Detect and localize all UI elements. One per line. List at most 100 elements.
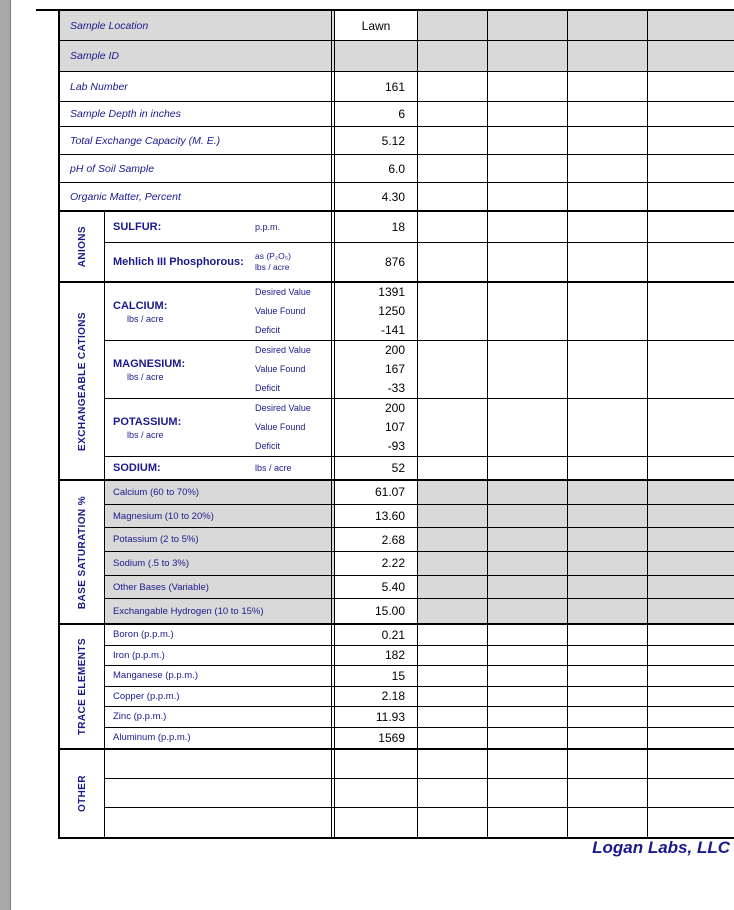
row-label: Magnesium (10 to 20%): [113, 510, 214, 522]
row-label: pH of Soil Sample: [70, 162, 155, 175]
value-deficit: -33: [387, 381, 405, 396]
empty-cell: [488, 808, 568, 838]
empty-cell: [568, 645, 648, 666]
unit-line: as (P₂O₅): [255, 251, 292, 261]
section-rows: Boron (p.p.m.) 0.21 Iron (p.p.m.) 182: [105, 625, 734, 749]
section-label-anions: ANIONS: [60, 212, 105, 281]
empty-cell: [648, 687, 734, 707]
value-cell-phosphorous: 876: [335, 243, 418, 281]
label-cell: MAGNESIUM: lbs / acre Desired Value Valu…: [105, 341, 335, 398]
row-sodium: SODIUM: lbs / acre 52: [105, 457, 734, 479]
unit-text: lbs / acre: [255, 462, 292, 473]
section-label-text: OTHER: [76, 775, 88, 813]
unit-label: as (P₂O₅) lbs / acre: [255, 251, 331, 273]
empty-cell: [648, 779, 734, 807]
row-label: Iron (p.p.m.): [113, 649, 165, 661]
empty-cell: [648, 243, 734, 281]
sub-labels: Desired Value Value Found Deficit: [255, 399, 331, 456]
section-label-cations: EXCHANGEABLE CATIONS: [60, 283, 105, 479]
empty-cell: [418, 552, 488, 575]
sub-label-deficit: Deficit: [255, 383, 281, 393]
value-cell-boron: 0.21: [335, 625, 418, 645]
empty-cell: [648, 155, 734, 182]
row-calcium: CALCIUM: lbs / acre Desired Value Value …: [105, 283, 734, 341]
value-cell-sample-id: [335, 41, 418, 71]
empty-cell: [418, 599, 488, 624]
empty-cell: [568, 341, 648, 398]
nutrient-label: Mehlich III Phosphorous:: [113, 256, 246, 268]
label-cell: Mehlich III Phosphorous: as (P₂O₅) lbs /…: [105, 243, 335, 281]
empty-cell: [568, 11, 648, 40]
label-cell: Sodium (.5 to 3%): [105, 552, 335, 575]
value-found: 107: [384, 419, 405, 434]
empty-cell: [648, 102, 734, 126]
row-iron: Iron (p.p.m.) 182: [105, 645, 734, 667]
empty-cell: [488, 575, 568, 599]
section-other: OTHER: [60, 749, 734, 838]
row-ph: pH of Soil Sample 6.0: [60, 155, 734, 183]
value-cell-sodium: 52: [335, 457, 418, 479]
value-found: 167: [384, 361, 405, 376]
empty-cell: [648, 646, 734, 666]
row-lab-number: Lab Number 161: [60, 72, 734, 102]
section-label-text: ANIONS: [76, 225, 88, 268]
nutrient-name: MAGNESIUM:: [113, 357, 186, 370]
empty-cell: [568, 686, 648, 707]
value-cell-calcium: 1391 1250 -141: [335, 283, 418, 340]
empty-cell: [648, 666, 734, 686]
section-trace-elements: TRACE ELEMENTS Boron (p.p.m.) 0.21 Iron …: [60, 624, 734, 750]
row-zinc: Zinc (p.p.m.) 11.93: [105, 707, 734, 728]
empty-cell: [648, 808, 734, 837]
sub-label-desired: Desired Value: [255, 403, 311, 413]
empty-cell: [648, 341, 734, 398]
empty-cell: [648, 750, 734, 778]
empty-label-cell: [105, 750, 335, 779]
label-cell: Magnesium (10 to 20%): [105, 504, 335, 528]
section-label-text: TRACE ELEMENTS: [76, 637, 88, 736]
row-label: Copper (p.p.m.): [113, 690, 180, 702]
row-aluminum: Aluminum (p.p.m.) 1569: [105, 727, 734, 749]
empty-cell: [568, 102, 648, 126]
empty-cell: [418, 102, 488, 126]
empty-cell: [568, 283, 648, 340]
value-cell-ph: 6.0: [335, 155, 418, 182]
empty-cell: [488, 11, 568, 40]
empty-cell: [648, 625, 734, 645]
label-cell: Sample Depth in inches: [60, 102, 335, 126]
label-cell: SULFUR: p.p.m.: [105, 212, 335, 242]
value-cell-iron: 182: [335, 645, 418, 666]
section-rows: Calcium (60 to 70%) 61.07 Magnesium (10 …: [105, 481, 734, 624]
empty-cell: [488, 552, 568, 575]
soil-report-table: Sample Location Lawn Sample ID Lab Numbe…: [58, 11, 734, 840]
value-desired: 200: [384, 342, 405, 357]
section-base-saturation: BASE SATURATION % Calcium (60 to 70%) 61…: [60, 480, 734, 625]
nutrient-unit: lbs / acre: [127, 313, 164, 324]
row-base-sodium: Sodium (.5 to 3%) 2.22: [105, 552, 734, 576]
value-cell-tec: 5.12: [335, 127, 418, 154]
empty-cell: [568, 481, 648, 504]
label-cell: Potassium (2 to 5%): [105, 528, 335, 552]
empty-cell: [568, 575, 648, 599]
label-cell: Calcium (60 to 70%): [105, 481, 335, 504]
empty-cell: [648, 212, 734, 242]
row-phosphorous: Mehlich III Phosphorous: as (P₂O₅) lbs /…: [105, 243, 734, 281]
row-boron: Boron (p.p.m.) 0.21: [105, 625, 734, 646]
empty-cell: [418, 41, 488, 71]
row-base-potassium: Potassium (2 to 5%) 2.68: [105, 528, 734, 553]
value-deficit: -141: [380, 323, 405, 338]
row-organic-matter: Organic Matter, Percent 4.30: [60, 183, 734, 211]
empty-cell: [568, 41, 648, 71]
empty-cell: [648, 183, 734, 210]
value-found: 1250: [378, 303, 405, 318]
empty-cell: [488, 283, 568, 340]
row-base-magnesium: Magnesium (10 to 20%) 13.60: [105, 504, 734, 529]
empty-cell: [488, 504, 568, 528]
row-potassium: POTASSIUM: lbs / acre Desired Value Valu…: [105, 399, 734, 457]
sub-label-found: Value Found: [255, 364, 306, 374]
empty-cell: [488, 666, 568, 686]
empty-cell: [488, 645, 568, 666]
empty-cell: [488, 481, 568, 504]
value-cell-base-calcium: 61.07: [335, 481, 418, 504]
empty-cell: [648, 707, 734, 727]
unit-label: lbs / acre: [255, 459, 331, 478]
